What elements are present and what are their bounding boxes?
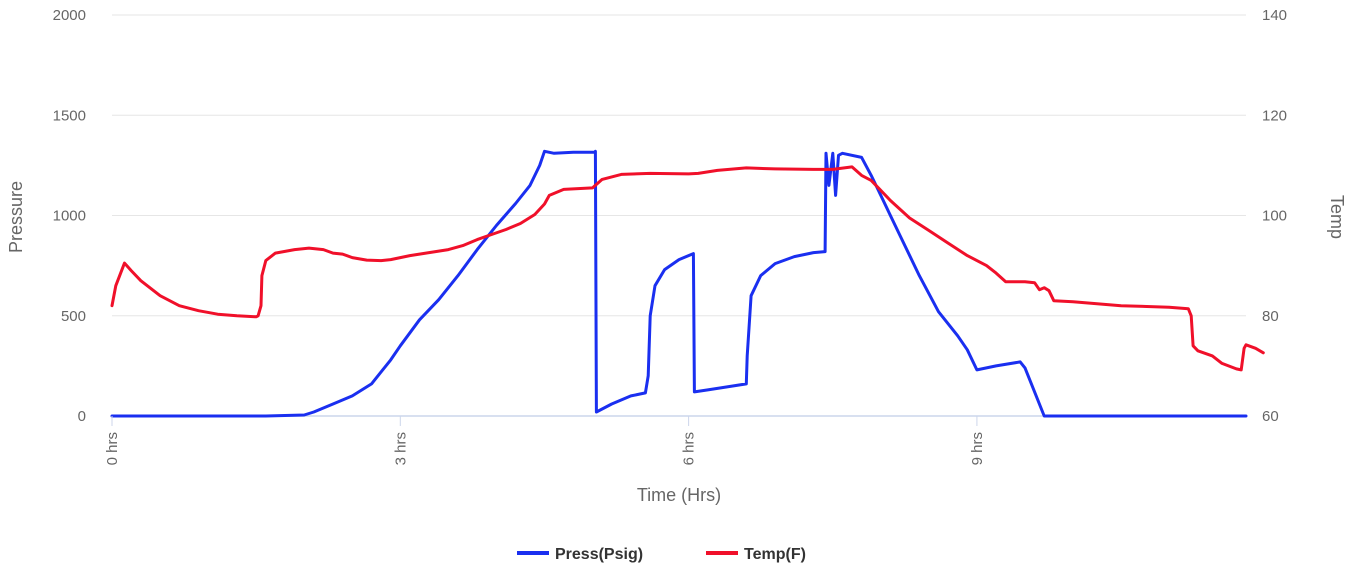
y-axis-left-ticks: 0 500 1000 1500 2000 xyxy=(53,7,86,425)
y-left-tick-label: 1000 xyxy=(53,208,86,225)
x-tick-label: 9 hrs xyxy=(969,432,986,465)
legend-label-pressure: Press(Psig) xyxy=(555,546,643,563)
legend-item-pressure[interactable]: Press(Psig) xyxy=(517,546,643,563)
y-axis-right-title: Temp xyxy=(1327,195,1347,239)
y-left-tick-label: 1500 xyxy=(53,107,86,124)
series-line-pressure[interactable] xyxy=(110,149,1248,418)
legend: Press(Psig) Temp(F) xyxy=(517,546,806,563)
y-axis-right-ticks: 60 80 100 120 140 xyxy=(1262,7,1287,425)
legend-item-temp[interactable]: Temp(F) xyxy=(706,546,806,563)
legend-label-temp: Temp(F) xyxy=(744,546,806,563)
y-left-tick-label: 2000 xyxy=(53,7,86,24)
y-left-tick-label: 0 xyxy=(78,408,86,425)
y-right-tick-label: 100 xyxy=(1262,208,1287,225)
y-right-tick-label: 60 xyxy=(1262,408,1279,425)
series-layer xyxy=(110,149,1265,418)
y-left-tick-label: 500 xyxy=(61,308,86,325)
grid-lines xyxy=(112,14,1246,317)
x-axis-ticks: 0 hrs 3 hrs 6 hrs 9 hrs xyxy=(104,416,986,465)
y-axis-left-title: Pressure xyxy=(6,181,26,253)
y-right-tick-label: 80 xyxy=(1262,308,1279,325)
y-right-tick-label: 120 xyxy=(1262,107,1287,124)
x-tick-label: 3 hrs xyxy=(392,432,409,465)
x-tick-label: 6 hrs xyxy=(681,432,698,465)
x-tick-label: 0 hrs xyxy=(104,432,121,465)
y-right-tick-label: 140 xyxy=(1262,7,1287,24)
series-line-temp[interactable] xyxy=(110,165,1265,372)
x-axis-title: Time (Hrs) xyxy=(637,485,721,505)
